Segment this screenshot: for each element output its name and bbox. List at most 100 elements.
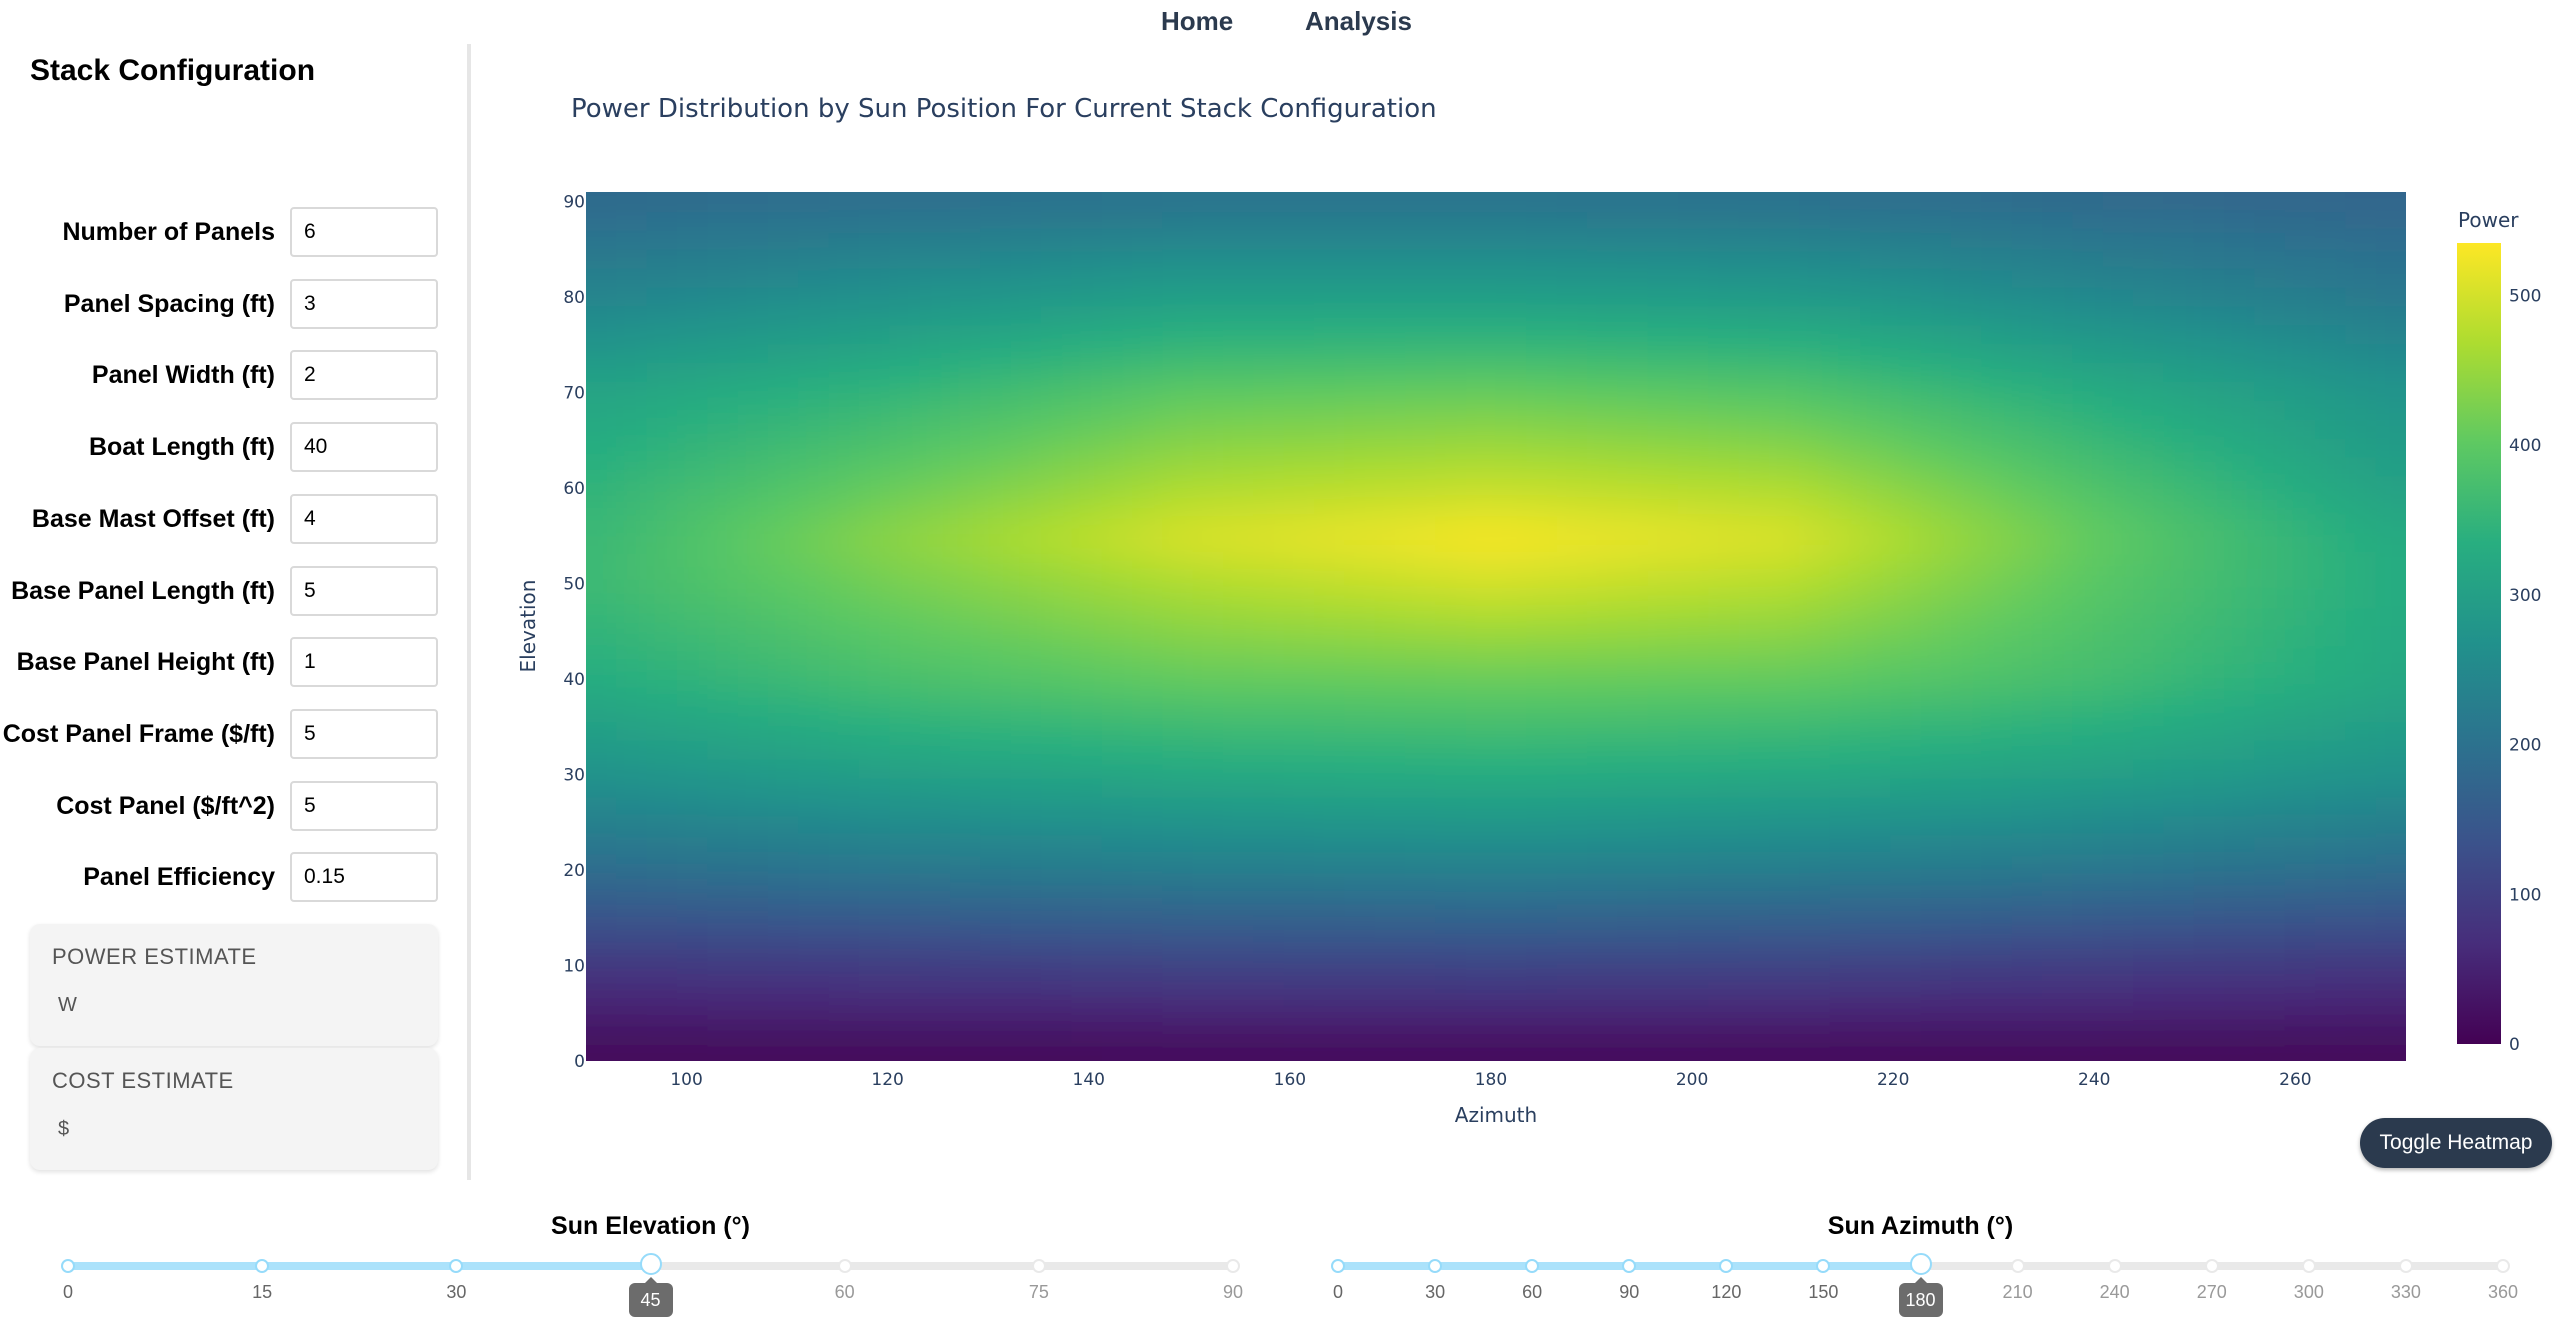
heatmap-cell <box>2133 645 2165 666</box>
heatmap-cell <box>1041 588 1073 609</box>
heatmap-cell <box>1890 1023 1922 1044</box>
slider-handle[interactable] <box>1909 1253 1932 1275</box>
heatmap-cell <box>1041 210 1073 231</box>
heatmap-cell <box>1799 286 1831 307</box>
heatmap-cell <box>1496 909 1528 930</box>
heatmap-cell <box>1860 229 1892 250</box>
heatmap-cell <box>2102 607 2134 628</box>
heatmap-cell <box>2375 853 2406 874</box>
heatmap-cell <box>1708 928 1740 949</box>
heatmap-cell <box>1647 267 1679 288</box>
field-input[interactable] <box>290 708 438 759</box>
slider-dot[interactable] <box>1226 1259 1240 1273</box>
slider-dot[interactable] <box>449 1259 464 1273</box>
slider-dot[interactable] <box>2107 1259 2122 1273</box>
heatmap-cell <box>768 1004 800 1025</box>
heatmap-cell <box>1041 305 1073 326</box>
slider-dot[interactable] <box>61 1259 75 1273</box>
slider-dot[interactable] <box>1525 1259 1540 1273</box>
heatmap-cell <box>2133 966 2165 987</box>
heatmap-cell <box>1617 985 1649 1006</box>
heatmap-cell <box>1314 569 1346 590</box>
field-input[interactable] <box>290 278 438 329</box>
heatmap-cell <box>2163 796 2195 817</box>
heatmap-cell <box>1283 739 1315 760</box>
sun-elevation-slider[interactable]: Sun Elevation (°) 0 15 30 60 75 90 45 <box>48 1198 1253 1338</box>
heatmap-cell <box>2284 532 2316 552</box>
field-input[interactable] <box>290 422 438 473</box>
heatmap-cell <box>616 437 648 458</box>
slider-dot[interactable] <box>2301 1259 2316 1273</box>
slider-dot[interactable] <box>2398 1259 2413 1273</box>
heatmap-cell <box>1678 380 1710 401</box>
slider-dot[interactable] <box>2496 1259 2510 1273</box>
field-input[interactable] <box>290 565 438 616</box>
heatmap-cell <box>2345 324 2377 345</box>
heatmap-cell <box>2163 362 2195 382</box>
heatmap-cell <box>1253 607 1285 628</box>
heatmap-cell <box>919 324 951 345</box>
toggle-heatmap-button[interactable]: Toggle Heatmap <box>2360 1118 2552 1168</box>
heatmap-cell <box>677 777 709 798</box>
heatmap-cell <box>2193 210 2225 231</box>
field-input[interactable] <box>290 207 438 257</box>
heatmap-cell <box>1556 286 1588 307</box>
heatmap-cell <box>737 683 769 704</box>
heatmap-cell <box>1647 815 1679 836</box>
heatmap-cell <box>2224 494 2256 515</box>
heatmap-cell <box>1344 267 1376 288</box>
heatmap-cell <box>646 909 678 930</box>
heatmap-cell <box>2011 475 2043 496</box>
slider-dot[interactable] <box>1816 1259 1831 1273</box>
heatmap-cell <box>859 1004 891 1025</box>
heatmap-cell <box>1071 796 1103 817</box>
heatmap-cell <box>1647 305 1679 326</box>
heatmap-cell <box>1283 324 1315 345</box>
nav-link-home[interactable]: Home <box>1161 6 1234 36</box>
colorbar-tick-label: 300 <box>2509 586 2541 606</box>
slider-dot[interactable] <box>2010 1259 2025 1273</box>
slider-dot[interactable] <box>1428 1259 1443 1273</box>
slider-dot[interactable] <box>1719 1259 1734 1273</box>
field-input[interactable] <box>290 852 438 903</box>
slider-dot[interactable] <box>837 1259 852 1273</box>
heatmap-cell <box>1283 418 1315 439</box>
heatmap-cell <box>2284 229 2316 250</box>
field-input[interactable] <box>290 350 438 401</box>
sun-azimuth-slider[interactable]: Sun Azimuth (°) 0 30 60 90 120 150 210 240 270 30… <box>1318 1198 2523 1338</box>
slider-dot[interactable] <box>1622 1259 1637 1273</box>
heatmap-cell <box>2254 947 2286 968</box>
heatmap-cell <box>2163 588 2195 609</box>
heatmap-cell <box>950 550 982 571</box>
field-input[interactable] <box>290 780 438 831</box>
nav-link-analysis[interactable]: Analysis <box>1305 6 1412 36</box>
slider-dot[interactable] <box>1031 1259 1046 1273</box>
field-input[interactable] <box>290 493 438 544</box>
heatmap-cell <box>1981 248 2013 269</box>
heatmap-cell <box>980 721 1012 741</box>
slider-dot[interactable] <box>1331 1259 1345 1273</box>
heatmap-cell <box>1647 702 1679 722</box>
heatmap-cell <box>1860 248 1892 269</box>
heatmap-cell <box>2072 513 2104 534</box>
heatmap-cell <box>2102 475 2134 496</box>
heatmap-cell <box>859 475 891 496</box>
heatmap-cell <box>1981 267 2013 288</box>
heatmap-cell <box>2072 588 2104 609</box>
heatmap-cell <box>1920 966 1952 987</box>
heatmap-cell <box>1951 909 1983 930</box>
heatmap-cell <box>2345 229 2377 250</box>
field-input[interactable] <box>290 637 438 688</box>
slider-dot[interactable] <box>2204 1259 2219 1273</box>
heatmap-cell <box>1132 872 1164 892</box>
heatmap-cell <box>1617 966 1649 987</box>
heatmap-cell <box>2163 721 2195 741</box>
slider-dot[interactable] <box>255 1259 270 1273</box>
heatmap-cell <box>1981 683 2013 704</box>
heatmap-cell <box>1344 1023 1376 1044</box>
slider-handle[interactable] <box>639 1253 662 1275</box>
heatmap-cell <box>2133 494 2165 515</box>
heatmap-cell <box>1162 664 1194 685</box>
heatmap-cell <box>646 437 678 458</box>
heatmap-cell <box>1041 456 1073 477</box>
